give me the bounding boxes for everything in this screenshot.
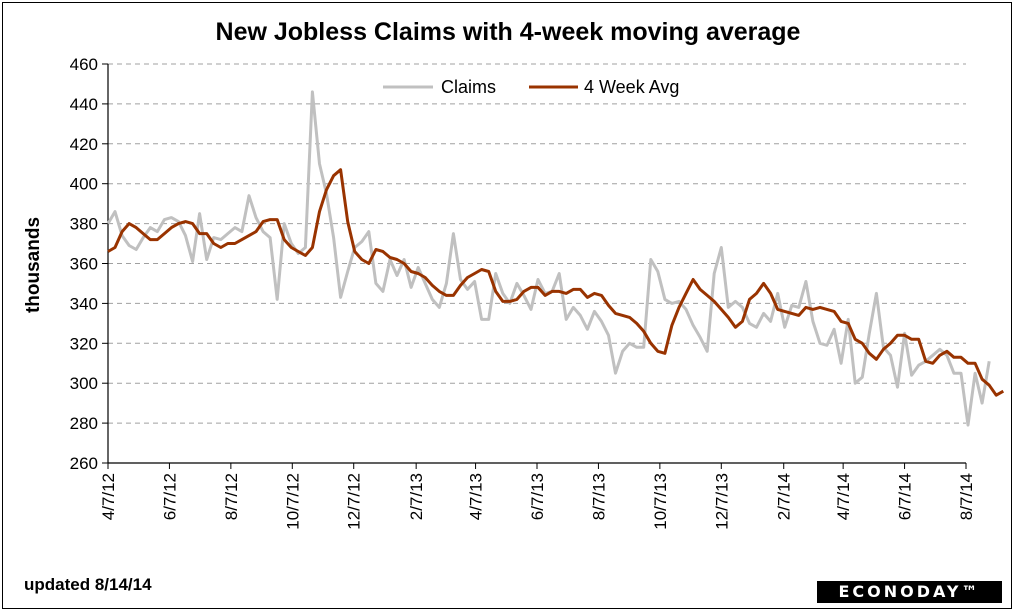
y-tick-label: 320 xyxy=(70,334,98,353)
y-axis-label: thousands xyxy=(23,217,44,313)
x-tick-label: 8/7/12 xyxy=(222,473,241,520)
y-tick-label: 360 xyxy=(70,255,98,274)
y-tick-labels: 260 280 300 320 340 360 380 400 420 440 460 xyxy=(70,55,98,473)
x-tick-label: 2/7/13 xyxy=(407,473,426,520)
x-tick-labels: 4/7/12 6/7/12 8/7/12 10/7/12 12/7/12 2/7/13 4/… xyxy=(99,473,976,530)
updated-note: updated 8/14/14 xyxy=(24,575,152,594)
legend-label: 4 Week Avg xyxy=(584,77,679,97)
chart-title: New Jobless Claims with 4-week moving av… xyxy=(215,18,801,46)
y-tick-label: 300 xyxy=(70,374,98,393)
x-tick-label: 8/7/14 xyxy=(957,473,976,520)
x-tick-label: 4/7/12 xyxy=(99,473,118,520)
x-tick-label: 4/7/14 xyxy=(834,473,853,520)
y-tick-label: 280 xyxy=(70,414,98,433)
y-tick-label: 340 xyxy=(70,294,98,313)
x-tick-label: 4/7/13 xyxy=(467,473,486,520)
y-tick-label: 440 xyxy=(70,95,98,114)
x-tick-label: 12/7/12 xyxy=(345,473,364,530)
x-tick-label: 10/7/13 xyxy=(651,473,670,530)
x-tick-label: 6/7/14 xyxy=(896,473,915,520)
x-tick-label: 8/7/13 xyxy=(589,473,608,520)
x-tick-label: 6/7/13 xyxy=(528,473,547,520)
y-tick-label: 460 xyxy=(70,55,98,74)
y-tick-label: 380 xyxy=(70,215,98,234)
series-line-4-week-avg xyxy=(107,168,1005,397)
econoday-logo: ECONODAY™ xyxy=(817,581,1002,603)
legend: Claims 4 Week Avg xyxy=(383,77,679,97)
y-tick-label: 260 xyxy=(70,454,98,473)
y-tick-label: 400 xyxy=(70,175,98,194)
series-lines xyxy=(106,90,1005,427)
legend-label: Claims xyxy=(441,77,496,97)
x-tick-label: 2/7/14 xyxy=(775,473,794,520)
y-tick-label: 420 xyxy=(70,135,98,154)
x-tick-label: 6/7/12 xyxy=(160,473,179,520)
x-tick-label: 10/7/12 xyxy=(283,473,302,530)
axes xyxy=(102,63,967,469)
series-line-claims xyxy=(106,90,991,427)
x-tick-label: 12/7/13 xyxy=(712,473,731,530)
